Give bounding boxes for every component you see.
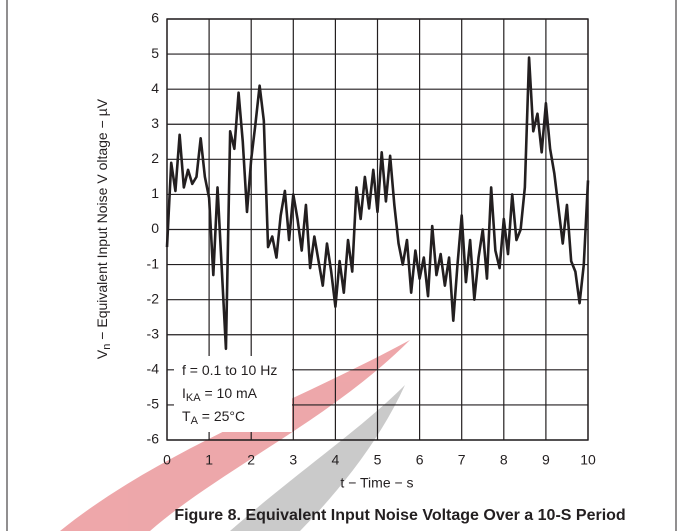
x-tick-label: 1 <box>205 452 213 468</box>
annotation: f = 0.1 to 10 Hz <box>182 362 277 378</box>
y-axis-label: Vn − Equivalent Input Noise V oltage − µ… <box>94 98 113 359</box>
x-tick-label: 7 <box>458 452 466 468</box>
y-tick-label: -4 <box>147 361 160 377</box>
annotation-background <box>174 356 292 432</box>
text-part: T <box>182 408 191 424</box>
y-tick-label: -2 <box>147 290 160 306</box>
annotation: TA = 25°C <box>182 408 245 427</box>
chart-title: Figure 8. Equivalent Input Noise Voltage… <box>174 507 625 524</box>
x-tick-label: 0 <box>163 452 171 468</box>
text-part: f = 0.1 to 10 Hz <box>182 362 277 378</box>
plot-area: -6 -5 -4 -3 -2 -1 0 1 2 3 4 5 6 0 1 2 3 4 5 6 7 8 9 10 f = 0.1 t… <box>147 10 596 468</box>
watermark <box>60 340 410 531</box>
subscript: A <box>191 415 199 427</box>
x-tick-label: 10 <box>580 452 596 468</box>
y-tick-label: -5 <box>147 396 160 412</box>
y-tick-label: -6 <box>147 431 160 447</box>
text-part: = 10 mA <box>201 385 258 401</box>
subscript: n <box>101 344 113 350</box>
y-tick-label: 0 <box>151 220 159 236</box>
watermark-gray <box>230 385 405 531</box>
plot-border <box>166 18 589 441</box>
x-tick-label: 6 <box>416 452 424 468</box>
text-part: I <box>182 385 186 401</box>
x-tick-label: 4 <box>332 452 340 468</box>
text-part: − Equivalent Input Noise V oltage − µV <box>94 98 110 343</box>
x-tick-label: 5 <box>374 452 382 468</box>
y-tick-label: 1 <box>151 185 159 201</box>
text-part: = 25°C <box>198 408 245 424</box>
x-tick-label: 8 <box>500 452 508 468</box>
data-line <box>165 56 590 351</box>
subscript: KA <box>186 392 201 404</box>
y-tick-label: 5 <box>151 45 159 61</box>
x-tick-label: 3 <box>289 452 297 468</box>
x-tick-label: 2 <box>247 452 255 468</box>
y-tick-label: 4 <box>151 80 159 96</box>
y-tick-label: 6 <box>151 10 159 26</box>
watermark-red <box>60 340 410 531</box>
y-tick-label: -1 <box>147 255 160 271</box>
text-part: V <box>94 349 110 359</box>
y-tick-label: 3 <box>151 115 159 131</box>
annotation: IKA = 10 mA <box>182 385 258 404</box>
x-axis-label: t − Time − s <box>340 475 413 491</box>
x-tick-label: 9 <box>542 452 550 468</box>
frame <box>6 0 677 531</box>
y-tick-label: 2 <box>151 150 159 166</box>
y-tick-label: -3 <box>147 325 160 341</box>
